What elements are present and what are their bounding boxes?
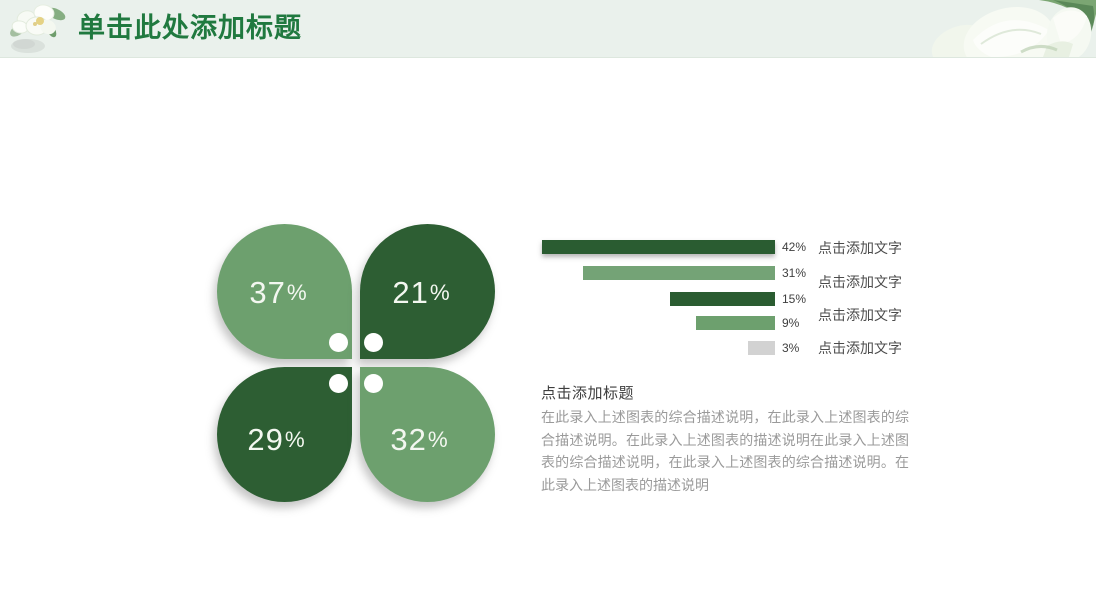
- bar-fill: [670, 292, 775, 306]
- clover-petal-top-right: 21%: [360, 224, 495, 359]
- petal-value: 32%: [390, 421, 449, 457]
- clover-petal-top-left: 37%: [217, 224, 352, 359]
- page-title[interactable]: 单击此处添加标题: [78, 13, 302, 43]
- bar-fill: [748, 341, 775, 355]
- clover-petal-bottom-right: 32%: [360, 367, 495, 502]
- bar-value-label: 9%: [782, 316, 800, 330]
- petal-value: 37%: [249, 274, 308, 310]
- bar-fill: [583, 266, 775, 280]
- bar-value-label: 15%: [782, 292, 807, 306]
- bar-fill: [542, 240, 775, 254]
- clover-diagram: 37% 21% 29% 32%: [217, 224, 495, 502]
- bar-row: [540, 316, 775, 330]
- bar-value-label: 3%: [782, 341, 800, 355]
- clover-petal-bottom-left: 29%: [217, 367, 352, 502]
- petal-dot: [329, 374, 348, 393]
- bar-row: [540, 266, 775, 280]
- text-placeholder[interactable]: 点击添加文字: [818, 240, 902, 256]
- petal-dot: [364, 374, 383, 393]
- bar-fill: [696, 316, 775, 330]
- petal-dot: [329, 333, 348, 352]
- bar-row: [540, 292, 775, 306]
- text-placeholder[interactable]: 点击添加文字: [818, 340, 902, 356]
- bar-chart: 42% 31% 15% 9% 3% 点击添加文字 点击添加文字 点击添加文字 点…: [540, 239, 920, 361]
- petal-value: 29%: [247, 421, 306, 457]
- section-body-text[interactable]: 在此录入上述图表的综合描述说明，在此录入上述图表的综合描述说明。在此录入上述图表…: [541, 409, 909, 493]
- bar-value-label: 31%: [782, 266, 807, 280]
- petal-dot: [364, 333, 383, 352]
- flower-corner-decoration-icon: [931, 0, 1096, 57]
- header-bar: 单击此处添加标题: [0, 0, 1096, 58]
- bar-row: [540, 240, 775, 254]
- text-placeholder[interactable]: 点击添加文字: [818, 307, 902, 323]
- section-heading[interactable]: 点击添加标题: [541, 385, 635, 402]
- flower-bouquet-icon: [10, 4, 66, 53]
- petal-value: 21%: [392, 274, 451, 310]
- bar-row: [540, 341, 775, 355]
- bar-value-label: 42%: [782, 240, 807, 254]
- text-placeholder[interactable]: 点击添加文字: [818, 274, 902, 290]
